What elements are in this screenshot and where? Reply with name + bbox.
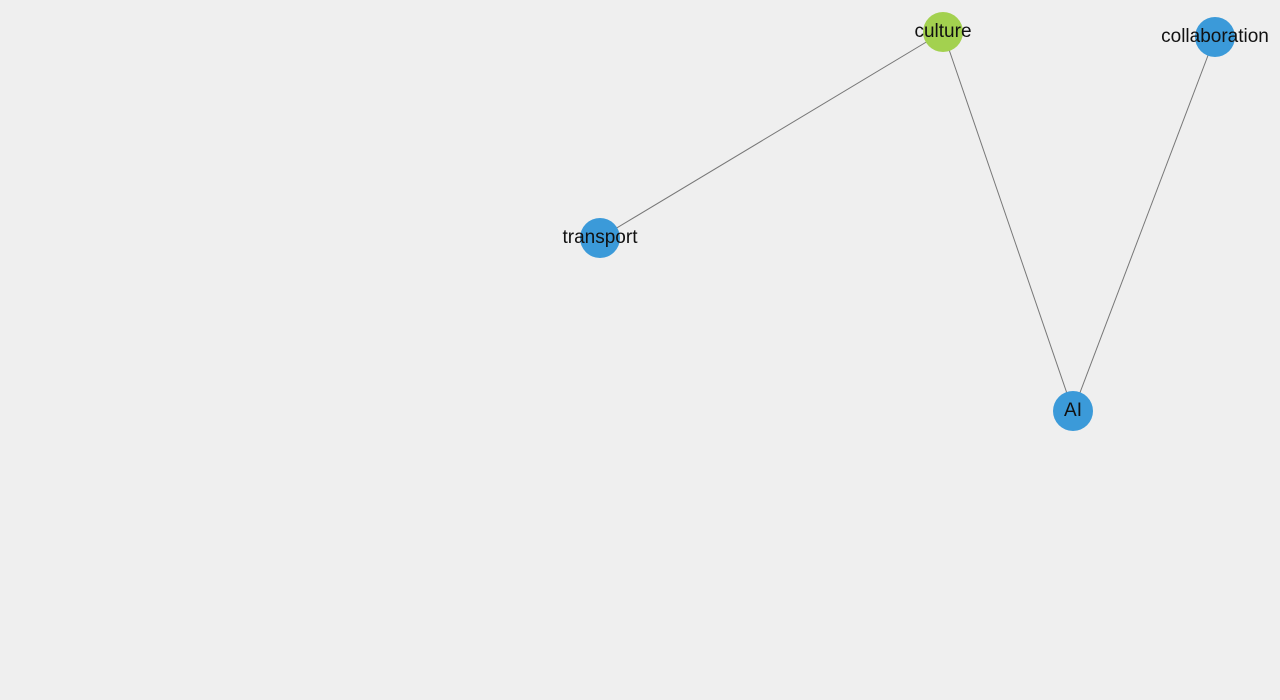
nodes-layer: culture collaboration transport AI xyxy=(563,12,1269,431)
node-circle-collaboration[interactable] xyxy=(1195,17,1235,57)
edge-culture-ai xyxy=(942,31,1074,412)
node-label-ai: AI xyxy=(1064,400,1082,421)
node-collaboration[interactable]: collaboration xyxy=(1161,17,1269,57)
node-label-culture: culture xyxy=(914,21,971,42)
node-circle-ai[interactable] xyxy=(1053,391,1093,431)
edge-collaboration-ai xyxy=(1072,36,1216,412)
node-label-collaboration: collaboration xyxy=(1161,26,1269,47)
node-transport[interactable]: transport xyxy=(563,218,639,258)
node-circle-transport[interactable] xyxy=(580,218,620,258)
edge-transport-culture xyxy=(599,31,944,239)
node-culture[interactable]: culture xyxy=(914,12,972,52)
node-circle-culture[interactable] xyxy=(923,12,963,52)
edges-layer xyxy=(599,31,1216,412)
node-ai[interactable]: AI xyxy=(1053,391,1093,431)
node-label-transport: transport xyxy=(563,227,639,248)
